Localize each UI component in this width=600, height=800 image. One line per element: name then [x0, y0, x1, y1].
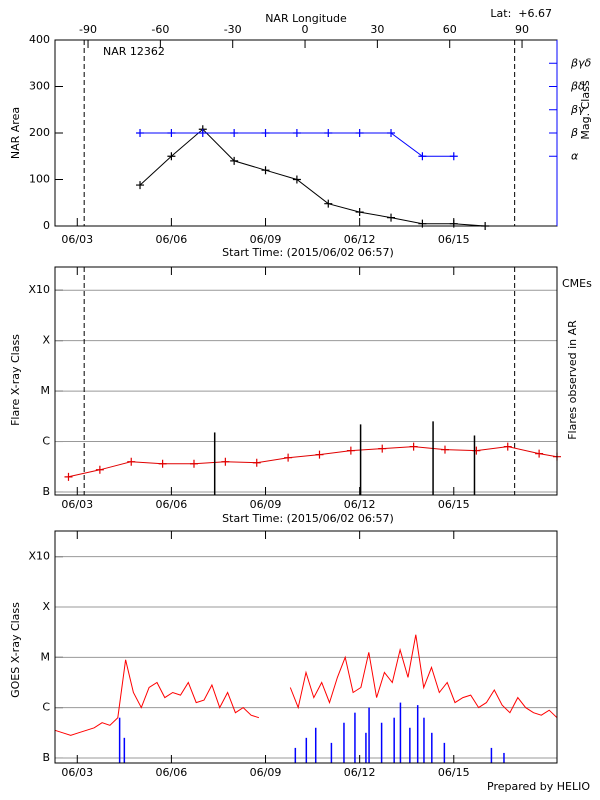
x-tick-label: 06/06	[156, 233, 188, 246]
y-tick-label: X	[42, 600, 50, 613]
y-tick-label: X10	[28, 283, 50, 296]
y-tick-label: B	[42, 751, 50, 764]
y2-tick-label: βδ	[570, 80, 585, 93]
marker	[136, 129, 145, 137]
marker	[261, 129, 270, 137]
marker	[252, 458, 261, 467]
x-tick-label: 06/12	[344, 766, 376, 779]
y-tick-label: X10	[28, 550, 50, 563]
marker	[324, 129, 333, 137]
x2-tick-label: 90	[515, 23, 529, 36]
y-tick-label: 0	[43, 219, 50, 232]
x-tick-label: 06/09	[250, 766, 282, 779]
marker	[418, 152, 427, 161]
marker	[167, 129, 176, 137]
x-tick-label: 06/15	[438, 766, 470, 779]
x-tick-label: 06/15	[438, 233, 470, 246]
x-tick-label: 06/09	[250, 498, 282, 511]
y-axis-title: Flare X-ray Class	[9, 334, 22, 426]
marker	[440, 445, 449, 454]
y2-tick-label: βγδ	[570, 56, 592, 69]
marker	[387, 213, 396, 222]
x-axis-title: Start Time: (2015/06/02 06:57)	[222, 512, 394, 525]
marker	[409, 442, 418, 451]
y-tick-label: M	[41, 384, 51, 397]
marker	[346, 446, 355, 455]
marker	[324, 199, 333, 208]
x-tick-label: 06/12	[344, 233, 376, 246]
footer: Prepared by HELIO	[487, 780, 590, 793]
x-tick-label: 06/12	[344, 498, 376, 511]
x2-tick-label: -60	[151, 23, 169, 36]
y2-axis-title: Mag. Class	[579, 80, 592, 139]
y2-tick-label: βγ	[570, 103, 585, 116]
x-tick-label: 06/03	[61, 233, 93, 246]
x2-tick-label: -90	[79, 23, 97, 36]
x2-tick-label: 30	[370, 23, 384, 36]
y-tick-label: 300	[29, 80, 50, 93]
marker	[292, 129, 301, 137]
marker	[472, 446, 481, 455]
x-tick-label: 06/06	[156, 498, 188, 511]
y2-axis-title: Flares observed in AR	[566, 320, 579, 440]
x-axis-title: Start Time: (2015/06/02 06:57)	[222, 246, 394, 259]
y-axis-title: GOES X-ray Class	[9, 602, 22, 698]
marker	[292, 175, 301, 184]
marker	[198, 129, 207, 137]
annotation: Lat: +6.67	[490, 7, 552, 20]
note: CMEs	[562, 277, 592, 290]
x-tick-label: 06/09	[250, 233, 282, 246]
y-tick-label: X	[42, 334, 50, 347]
x2-tick-label: -30	[224, 23, 242, 36]
marker	[95, 465, 104, 474]
x-tick-label: 06/03	[61, 766, 93, 779]
y-tick-label: C	[42, 701, 50, 714]
series-line	[54, 634, 558, 736]
marker	[230, 156, 239, 165]
x-tick-label: 06/03	[61, 498, 93, 511]
y-tick-label: 100	[29, 173, 50, 186]
y-tick-label: C	[42, 435, 50, 448]
marker	[189, 459, 198, 468]
marker	[221, 457, 230, 466]
y-tick-label: 400	[29, 33, 50, 46]
marker	[261, 166, 270, 175]
marker	[503, 442, 512, 451]
y-tick-label: 200	[29, 126, 50, 139]
series-line	[68, 446, 558, 478]
y-tick-label: B	[42, 485, 50, 498]
marker	[315, 450, 324, 459]
marker	[136, 181, 145, 190]
y-tick-label: M	[41, 650, 51, 663]
marker	[64, 472, 73, 481]
marker	[127, 457, 136, 466]
plot-frame	[54, 266, 558, 496]
marker	[387, 129, 396, 137]
plot-frame	[54, 530, 558, 764]
x2-tick-label: 60	[443, 23, 457, 36]
y2-tick-label: β	[570, 126, 578, 139]
marker	[284, 453, 293, 462]
chart-title: NAR 12362	[103, 45, 165, 58]
marker	[158, 459, 167, 468]
marker	[167, 152, 176, 161]
marker	[449, 152, 458, 161]
marker	[230, 129, 239, 137]
x2-axis-title: NAR Longitude	[265, 12, 347, 25]
marker	[378, 444, 387, 453]
y-axis-title: NAR Area	[9, 107, 22, 159]
x-tick-label: 06/06	[156, 766, 188, 779]
marker	[355, 129, 364, 137]
x-tick-label: 06/15	[438, 498, 470, 511]
series-line	[139, 128, 486, 227]
x2-tick-label: 0	[302, 23, 309, 36]
marker	[535, 449, 544, 458]
marker	[355, 208, 364, 217]
y2-tick-label: α	[571, 149, 579, 162]
